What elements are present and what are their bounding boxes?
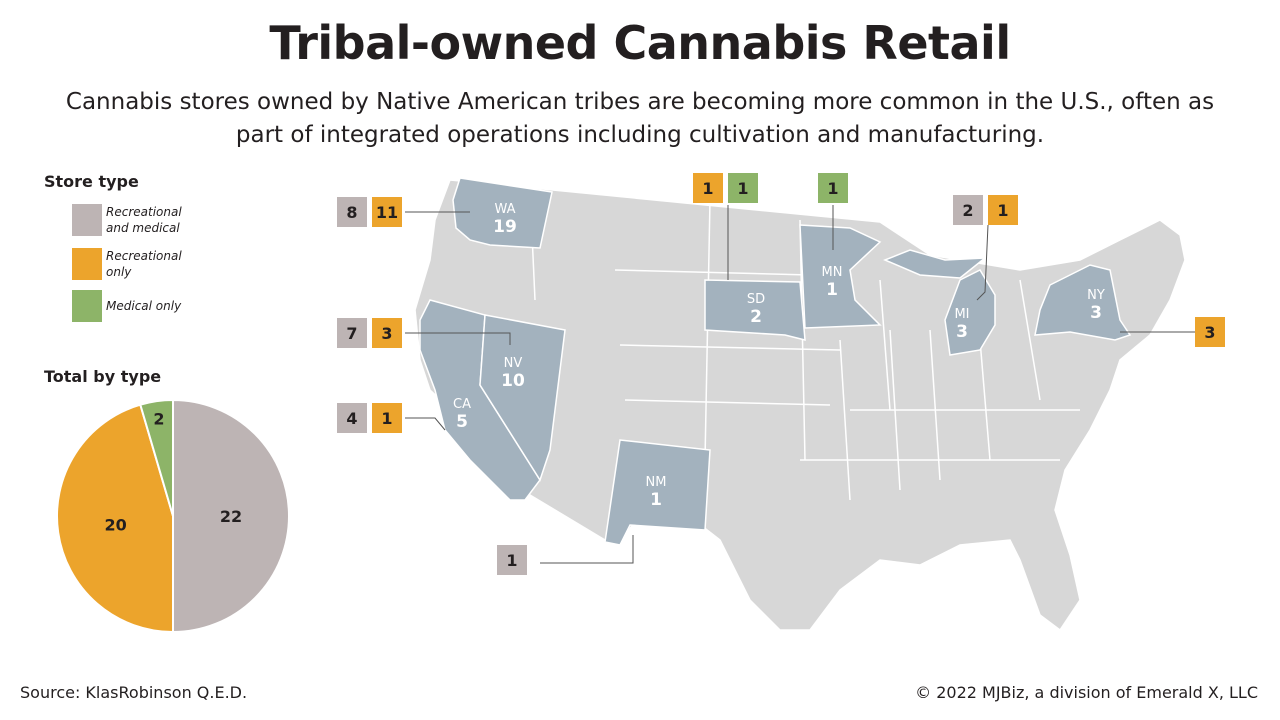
legend-swatch: [72, 248, 102, 280]
count-box-ca-rec-only: 1: [372, 403, 402, 433]
count-box-ny-rec-only: 3: [1195, 317, 1225, 347]
legend-swatch: [72, 290, 102, 322]
state-nv: [479, 314, 566, 482]
state-mi: [944, 269, 996, 356]
count-box-ca-rec-med: 4: [337, 403, 367, 433]
count-box-nv-rec-only: 3: [372, 318, 402, 348]
copyright-note: © 2022 MJBiz, a division of Emerald X, L…: [915, 683, 1258, 702]
state-abbr: MI: [954, 307, 970, 322]
count-box-mn-med-only: 1: [818, 173, 848, 203]
state-borders: [529, 189, 1080, 501]
state-label-ny: NY 3: [1087, 288, 1105, 323]
state-label-wa: WA 19: [493, 202, 517, 237]
state-sd: [704, 279, 806, 341]
page-subtitle: Cannabis stores owned by Native American…: [65, 89, 1215, 148]
legend-swatch: [72, 204, 102, 236]
state-abbr: WA: [494, 202, 516, 217]
pie-slice: [172, 398, 290, 634]
state-abbr: CA: [453, 397, 471, 412]
state-total: 19: [493, 217, 517, 237]
us-map: [405, 177, 1195, 632]
state-total: 1: [650, 490, 662, 510]
state-total: 1: [826, 280, 838, 300]
legend-label: Recreational and medical: [106, 205, 182, 235]
state-wa: [452, 177, 553, 249]
count-box-wa-rec-med: 8: [337, 197, 367, 227]
pie-chart: 22 20 2: [56, 398, 290, 634]
count-box-mi-rec-only: 1: [988, 195, 1018, 225]
source-note: Source: KlasRobinson Q.E.D.: [20, 683, 248, 702]
state-label-mi: MI 3: [954, 307, 969, 342]
legend-heading: Store type: [44, 172, 139, 191]
state-mi-upper: [883, 249, 988, 279]
legend-item-rec-med: Recreational and medical: [72, 203, 201, 237]
state-label-nv: NV 10: [501, 356, 525, 391]
count-box-wa-rec-only: 11: [372, 197, 402, 227]
legend-label: Recreational only: [106, 249, 182, 279]
pie-slice-label: 2: [153, 409, 164, 428]
page-title: Tribal-owned Cannabis Retail: [269, 16, 1011, 70]
state-label-ca: CA 5: [453, 397, 471, 432]
state-total: 3: [956, 322, 968, 342]
legend-item-rec-only: Recreational only: [72, 247, 201, 281]
count-box-sd-rec-only: 1: [693, 173, 723, 203]
state-label-nm: NM 1: [646, 475, 667, 510]
pie-heading: Total by type: [44, 367, 162, 386]
state-label-mn: MN 1: [822, 265, 843, 300]
count-box-mi-rec-med: 2: [953, 195, 983, 225]
count-box-nv-rec-med: 7: [337, 318, 367, 348]
legend-label: Medical only: [106, 299, 182, 313]
pie-slice: [139, 398, 174, 517]
state-total: 10: [501, 371, 525, 391]
state-abbr: MN: [821, 265, 843, 280]
pie-slice-label: 20: [104, 515, 126, 534]
pie-slice: [56, 403, 174, 634]
state-total: 2: [750, 307, 762, 327]
state-mn: [799, 224, 882, 329]
state-total: 5: [456, 412, 468, 432]
state-ny: [1034, 264, 1132, 341]
state-abbr: NY: [1087, 288, 1105, 303]
leader-lines: [405, 205, 1195, 564]
pie-slice-label: 22: [220, 507, 242, 526]
state-total: 3: [1090, 303, 1102, 323]
state-label-sd: SD 2: [747, 292, 765, 327]
state-abbr: NM: [645, 475, 667, 490]
state-abbr: NV: [503, 356, 523, 371]
state-nm: [604, 439, 711, 546]
highlighted-states: [419, 177, 1132, 546]
state-abbr: SD: [746, 292, 766, 307]
count-box-nm-rec-med: 1: [497, 545, 527, 575]
legend-item-med-only: Medical only: [72, 289, 201, 323]
count-box-sd-med-only: 1: [728, 173, 758, 203]
